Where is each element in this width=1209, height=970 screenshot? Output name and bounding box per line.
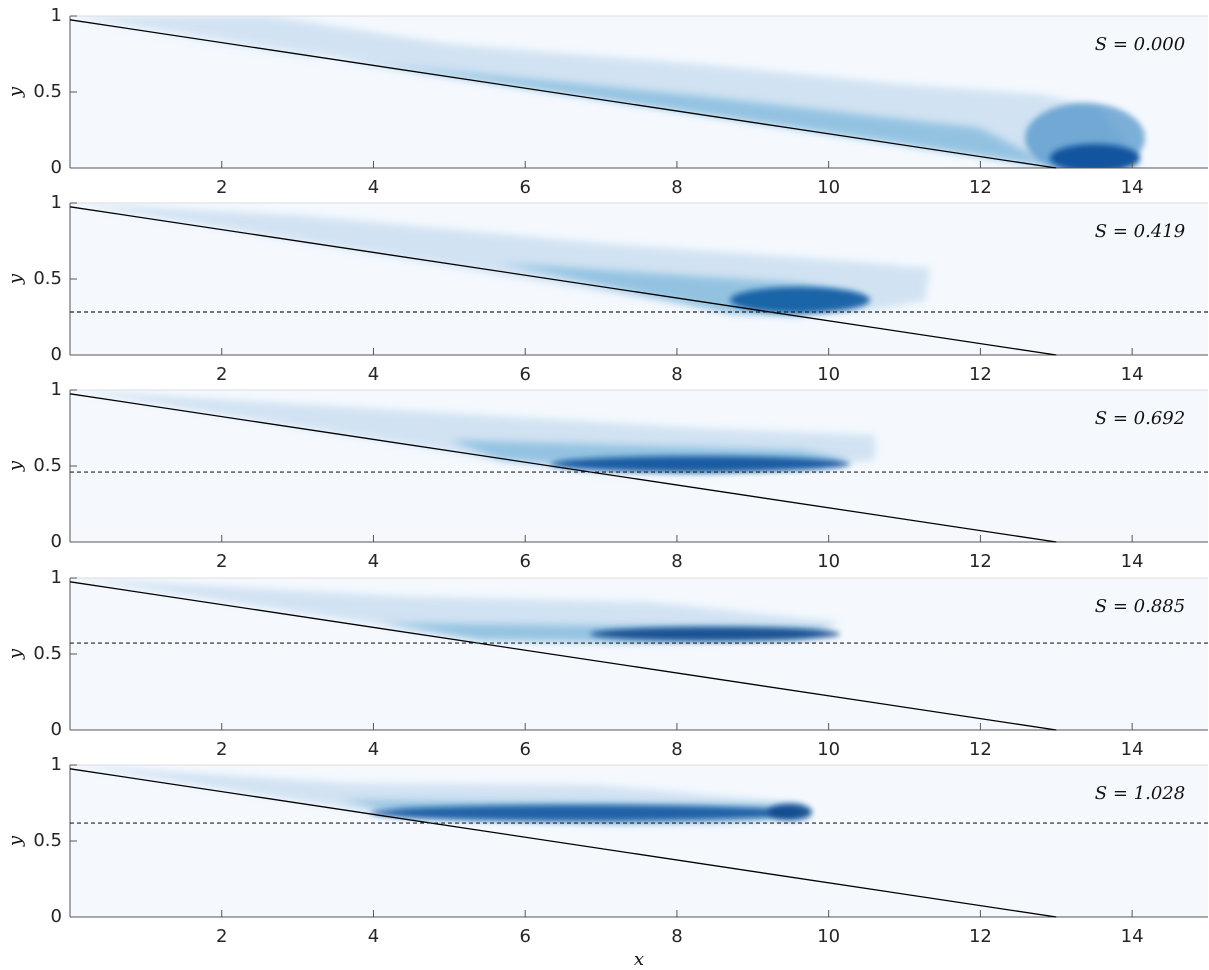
y-tick-label: 0: [51, 344, 62, 365]
figure: 246810121400.51S = 0.000y246810121400.51…: [0, 0, 1209, 970]
y-tick-label: 1: [51, 5, 62, 26]
x-tick-label: 6: [519, 177, 530, 198]
x-tick-label: 4: [368, 926, 379, 947]
y-tick-label: 0.5: [33, 268, 62, 289]
y-axis-label: y: [5, 86, 26, 98]
x-tick-label: 10: [817, 739, 840, 760]
x-tick-label: 6: [519, 551, 530, 572]
x-tick-label: 8: [671, 926, 682, 947]
y-axis-label: y: [5, 648, 26, 660]
x-tick-label: 2: [216, 364, 227, 385]
x-tick-label: 12: [969, 551, 992, 572]
x-tick-label: 6: [519, 926, 530, 947]
x-tick-label: 12: [969, 177, 992, 198]
y-axis-label: y: [5, 835, 26, 847]
plume-core: [370, 805, 800, 821]
panel: 2 4 6 8 10 12 14 0 0.5 1 S = 0.419 y: [5, 192, 1208, 385]
x-tick-label: 2: [216, 551, 227, 572]
panel: 2 4 6 8 10 12 14 0 0.5 1 S = 1.028 y x: [5, 754, 1208, 970]
annotation: S = 0.419: [1095, 221, 1185, 242]
x-tick-label: 10: [817, 926, 840, 947]
annotation: S = 0.000: [1095, 34, 1185, 55]
x-tick-label: 10: [817, 364, 840, 385]
annotation: S = 1.028: [1095, 783, 1185, 804]
x-tick-label: 12: [969, 739, 992, 760]
y-tick-label: 0: [51, 906, 62, 927]
y-tick-label: 1: [51, 192, 62, 213]
annotation: S = 0.692: [1095, 408, 1185, 429]
x-tick-label: 8: [671, 551, 682, 572]
x-tick-label: 4: [368, 739, 379, 760]
y-tick-label: 1: [51, 567, 62, 588]
x-tick-label: 14: [1121, 739, 1144, 760]
x-tick-label: 6: [519, 739, 530, 760]
y-tick-label: 0: [51, 531, 62, 552]
x-tick-label: 6: [519, 364, 530, 385]
y-axis-label: y: [5, 460, 26, 472]
x-axis-label: x: [634, 949, 644, 970]
x-tick-label: 2: [216, 739, 227, 760]
plume-core: [590, 627, 840, 641]
y-tick-label: 0: [51, 157, 62, 178]
x-tick-label: 12: [969, 926, 992, 947]
x-tick-label: 2: [216, 177, 227, 198]
y-tick-label: 0.5: [33, 455, 62, 476]
x-tick-label: 12: [969, 364, 992, 385]
panel: 2 4 6 8 10 12 14 0 0.5 1 S = 0.692 y: [5, 379, 1208, 572]
y-tick-label: 0: [51, 719, 62, 740]
x-tick-label: 8: [671, 364, 682, 385]
x-tick-label: 14: [1121, 177, 1144, 198]
plume-core: [550, 456, 850, 472]
x-tick-label: 8: [671, 739, 682, 760]
x-tick-label: 10: [817, 551, 840, 572]
x-tick-label: 4: [368, 177, 379, 198]
plume-core: [768, 804, 812, 820]
y-tick-label: 1: [51, 379, 62, 400]
panel: 2 4 6 8 10 12 14 0 0.5 1 S = 0.885 y: [5, 567, 1208, 760]
y-axis-label: y: [5, 273, 26, 285]
x-tick-label: 2: [216, 926, 227, 947]
x-tick-label: 14: [1121, 926, 1144, 947]
x-tick-label: 4: [368, 551, 379, 572]
x-tick-label: 8: [671, 177, 682, 198]
x-tick-label: 4: [368, 364, 379, 385]
panel: 2 4 6 8 10 12 14 0 0.5 1 S = 0.000 y: [5, 5, 1208, 198]
y-tick-label: 0.5: [33, 830, 62, 851]
y-tick-label: 1: [51, 754, 62, 775]
annotation: S = 0.885: [1095, 596, 1185, 617]
x-tick-label: 14: [1121, 551, 1144, 572]
x-tick-label: 10: [817, 177, 840, 198]
x-tick-label: 14: [1121, 364, 1144, 385]
y-tick-label: 0.5: [33, 81, 62, 102]
y-tick-label: 0.5: [33, 643, 62, 664]
